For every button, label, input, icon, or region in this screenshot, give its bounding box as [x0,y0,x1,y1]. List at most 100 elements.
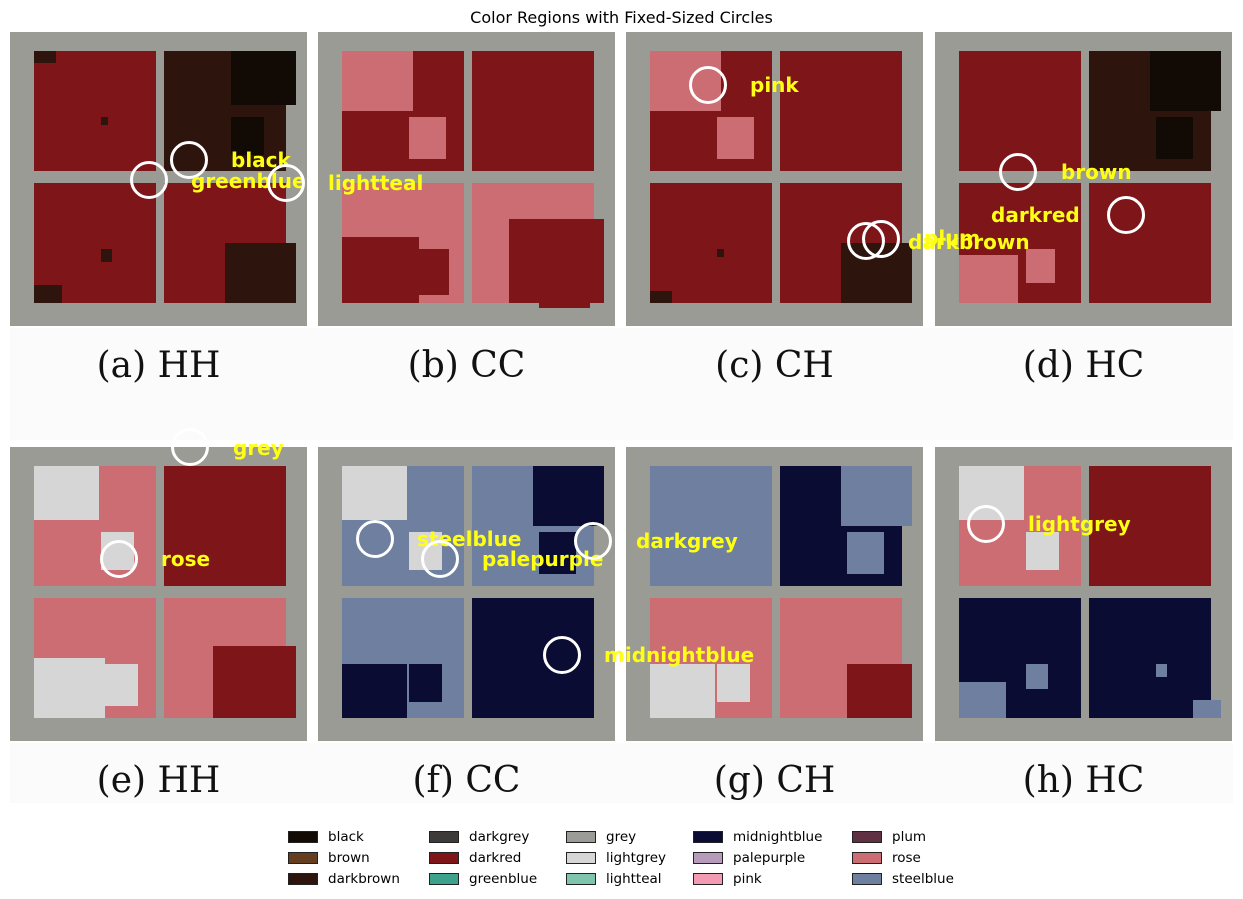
color-patch [101,664,138,706]
legend-item: plum [852,826,972,847]
color-region [34,51,156,171]
marker-label: midnightblue [604,643,755,667]
legend: black brown darkbrown darkgrey darkred greenb… [288,826,988,889]
color-patch [409,664,443,702]
legend-swatch [566,830,596,843]
color-patch [1192,700,1221,718]
panel-caption: (b) CC [407,345,526,386]
marker-label: rose [161,547,211,571]
legend-swatch [288,872,318,885]
marker-label: darkgrey [636,529,738,553]
color-patch [717,249,725,258]
color-patch [342,51,413,111]
color-region [1089,51,1221,171]
marker-circle [100,540,138,578]
color-region [472,183,604,308]
legend-label: midnightblue [733,828,823,845]
marker-circle [999,153,1037,191]
legend-label: brown [328,849,370,866]
caption-band-top [10,328,1233,440]
color-patch [1026,249,1056,283]
figure-title: Color Regions with Fixed-Sized Circles [470,8,773,27]
color-region [780,466,912,586]
figure-panel [935,32,1232,326]
marker-label: black [231,148,291,172]
color-region [1089,183,1211,303]
color-region [164,466,286,586]
color-patch [847,664,881,702]
figure-panel [626,447,923,741]
legend-swatch [693,872,723,885]
color-patch [539,249,591,308]
color-patch [959,682,1006,718]
legend-item: steelblue [852,868,972,889]
legend-item: lightteal [566,868,693,889]
color-patch [34,285,63,303]
marker-circle [421,540,459,578]
marker-circle [689,66,727,104]
color-patch [1150,51,1221,111]
legend-label: lightgrey [606,849,667,866]
color-patch [101,249,113,262]
color-patch [959,255,1018,303]
color-region [959,598,1081,718]
legend-item: grey [566,826,693,847]
color-region [34,183,156,303]
marker-circle [862,220,900,258]
color-region [342,598,464,718]
panel-caption: (a) HH [96,345,221,386]
color-region [959,51,1081,171]
marker-circle [171,428,209,466]
marker-label: palepurple [482,547,604,571]
color-region [650,598,772,718]
color-patch [101,117,109,126]
color-region [472,51,594,171]
legend-swatch [852,872,882,885]
color-region [1089,598,1221,718]
legend-swatch [852,830,882,843]
color-patch [847,532,884,574]
legend-swatch [429,872,459,885]
color-patch [231,664,275,715]
color-patch [34,658,105,718]
panel-caption: (c) CH [715,345,834,386]
legend-item: darkred [429,847,566,868]
color-region [780,51,902,171]
figure-panel [626,32,923,326]
figure-panel [935,447,1232,741]
color-patch [342,664,407,718]
color-patch [650,664,715,718]
legend-swatch [566,872,596,885]
figure-panel [318,32,615,326]
color-region [342,51,464,171]
color-region [164,598,296,718]
marker-label: grey [233,436,284,460]
legend-label: darkred [469,849,522,866]
color-region [34,466,156,586]
legend-item: midnightblue [693,826,852,847]
marker-circle [543,636,581,674]
legend-item: greenblue [429,868,566,889]
panel-caption: (g) CH [713,760,836,801]
marker-label: darkred [991,203,1080,227]
marker-label: brown [1061,160,1132,184]
color-patch [1026,532,1060,570]
legend-swatch [693,830,723,843]
marker-circle [574,522,612,560]
legend-label: palepurple [733,849,806,866]
color-region [472,466,604,586]
legend-label: pink [733,870,762,887]
legend-item: pink [693,868,852,889]
legend-label: plum [892,828,927,845]
color-patch [717,117,754,159]
legend-label: greenblue [469,870,538,887]
color-region [650,466,772,586]
panel-caption: (f) CC [412,760,521,801]
legend-item: darkbrown [288,868,429,889]
color-region [780,598,912,718]
legend-swatch [429,851,459,864]
legend-swatch [566,851,596,864]
color-region [650,183,772,303]
legend-swatch [852,851,882,864]
color-region [164,183,296,303]
